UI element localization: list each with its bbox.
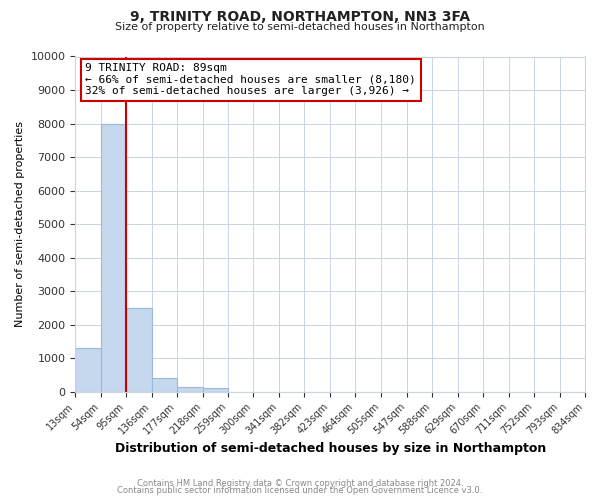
Text: Contains public sector information licensed under the Open Government Licence v3: Contains public sector information licen… xyxy=(118,486,482,495)
Bar xyxy=(101,124,126,392)
Text: 9 TRINITY ROAD: 89sqm
← 66% of semi-detached houses are smaller (8,180)
32% of s: 9 TRINITY ROAD: 89sqm ← 66% of semi-deta… xyxy=(85,63,416,96)
Text: Size of property relative to semi-detached houses in Northampton: Size of property relative to semi-detach… xyxy=(115,22,485,32)
Bar xyxy=(177,386,203,392)
Y-axis label: Number of semi-detached properties: Number of semi-detached properties xyxy=(15,121,25,327)
Bar xyxy=(203,388,228,392)
X-axis label: Distribution of semi-detached houses by size in Northampton: Distribution of semi-detached houses by … xyxy=(115,442,546,455)
Text: Contains HM Land Registry data © Crown copyright and database right 2024.: Contains HM Land Registry data © Crown c… xyxy=(137,478,463,488)
Bar xyxy=(152,378,177,392)
Text: 9, TRINITY ROAD, NORTHAMPTON, NN3 3FA: 9, TRINITY ROAD, NORTHAMPTON, NN3 3FA xyxy=(130,10,470,24)
Bar xyxy=(126,308,152,392)
Bar xyxy=(75,348,101,392)
